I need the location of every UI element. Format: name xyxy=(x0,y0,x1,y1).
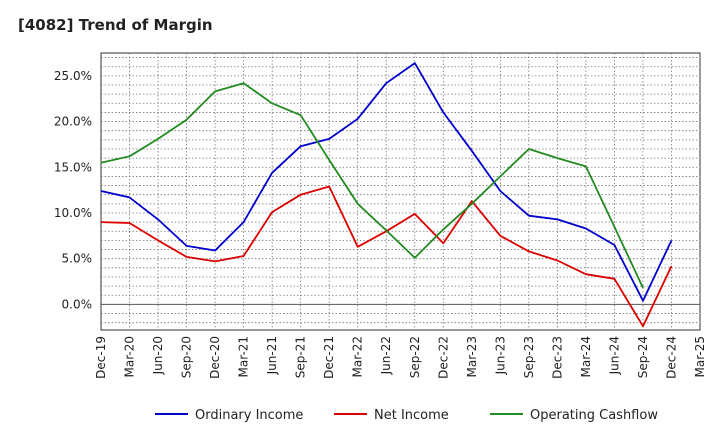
x-tick-label: Dec-24 xyxy=(664,336,678,379)
plot-area xyxy=(100,52,701,331)
x-tick-label: Dec-23 xyxy=(550,336,564,379)
x-tick-label: Mar-25 xyxy=(693,336,707,377)
x-tick-label: Jun-24 xyxy=(607,336,621,375)
series-line-1 xyxy=(100,62,673,302)
x-tick-label: Sep-20 xyxy=(180,336,194,378)
x-tick-label: Dec-21 xyxy=(322,336,336,379)
y-tick-label: 10.0% xyxy=(54,206,92,220)
y-tick-label: 15.0% xyxy=(54,160,92,174)
legend: Ordinary Income Net Income Operating Cashf… xyxy=(155,408,658,423)
series-lines xyxy=(100,62,673,328)
x-tick-label: Dec-19 xyxy=(94,336,108,379)
plot-frame xyxy=(100,52,701,331)
y-tick-label: 0.0% xyxy=(62,297,93,311)
legend-label-1: Ordinary Income xyxy=(195,408,303,423)
x-tick-label: Sep-22 xyxy=(408,336,422,378)
x-tick-label: Jun-20 xyxy=(151,336,165,375)
x-tick-label: Mar-20 xyxy=(123,336,137,377)
x-tick-label: Mar-21 xyxy=(237,336,251,377)
series-line-3 xyxy=(100,82,644,289)
y-tick-label: 20.0% xyxy=(54,115,92,129)
grid-lines xyxy=(101,53,700,330)
x-tick-label: Sep-21 xyxy=(294,336,308,378)
legend-label-3: Operating Cashflow xyxy=(530,408,658,423)
x-tick-label: Mar-24 xyxy=(579,336,593,377)
x-tick-label: Dec-22 xyxy=(436,336,450,379)
x-tick-label: Jun-23 xyxy=(493,336,507,375)
x-tick-label: Sep-23 xyxy=(522,336,536,378)
x-tick-label: Jun-21 xyxy=(265,336,279,375)
x-tick-labels: Dec-19 Mar-20 Jun-20 Sep-20 Dec-20 Mar-21 Jun-… xyxy=(94,336,707,379)
x-tick-label: Mar-22 xyxy=(351,336,365,377)
y-tick-label: 5.0% xyxy=(62,252,93,266)
legend-label-2: Net Income xyxy=(374,408,449,423)
chart-title: [4082] Trend of Margin xyxy=(18,16,213,34)
y-tick-labels: 0.0% 5.0% 10.0% 15.0% 20.0% 25.0% xyxy=(54,69,92,312)
x-tick-label: Dec-20 xyxy=(208,336,222,379)
x-tick-label: Jun-22 xyxy=(379,336,393,375)
y-tick-label: 25.0% xyxy=(54,69,92,83)
x-tick-label: Mar-23 xyxy=(465,336,479,377)
x-tick-label: Sep-24 xyxy=(636,336,650,378)
